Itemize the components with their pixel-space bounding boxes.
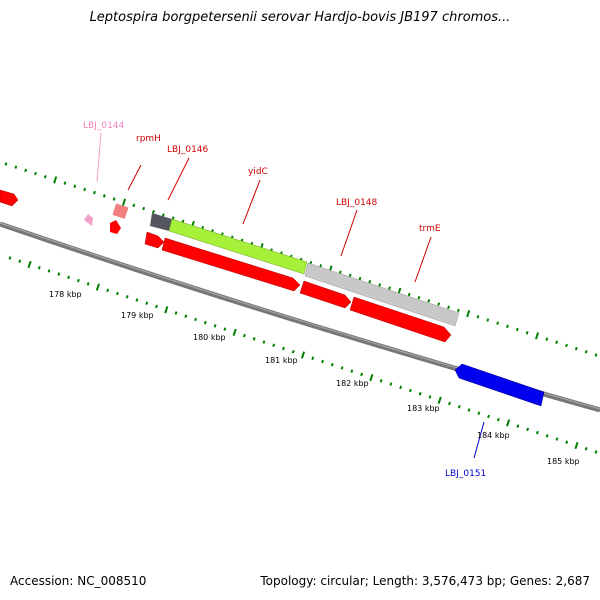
feature-lbj0144[interactable] (84, 214, 93, 226)
label-lbj0151[interactable]: LBJ_0151 (445, 469, 486, 479)
feature-cds-3[interactable] (299, 280, 352, 309)
scale-label: 181 kbp (265, 356, 298, 365)
outer-scale-dots (4, 162, 598, 357)
feature-yidC[interactable] (168, 218, 308, 275)
feature-cds-1[interactable] (144, 231, 165, 249)
feature-cds-4[interactable] (349, 296, 452, 343)
genome-stats-text: Topology: circular; Length: 3,576,473 bp… (260, 574, 590, 588)
scale-label: 182 kbp (336, 379, 369, 388)
label-lbj0144[interactable]: LBJ_0144 (83, 121, 125, 131)
map-title: Leptospira borgpetersenii serovar Hardjo… (89, 10, 511, 25)
scale-label: 179 kbp (121, 311, 154, 320)
label-lbj0146[interactable]: LBJ_0146 (167, 145, 209, 155)
feature-rpmH[interactable] (112, 203, 129, 219)
scale-label: 184 kbp (477, 431, 510, 440)
label-lbj0148[interactable]: LBJ_0148 (336, 198, 378, 208)
scale-label: 183 kbp (407, 404, 440, 413)
feature-lbj0151[interactable] (454, 363, 545, 407)
accession-text: Accession: NC_008510 (10, 574, 147, 588)
label-trmE[interactable]: trmE (419, 224, 441, 234)
feature-lbj0143[interactable] (0, 189, 19, 207)
label-yidC[interactable]: yidC (248, 167, 268, 177)
feature-lbj0146[interactable] (150, 213, 172, 231)
feature-lbj0148[interactable] (304, 262, 460, 327)
feature-cds-2[interactable] (161, 237, 301, 292)
inner-scale-dots (8, 256, 598, 454)
label-rpmH[interactable]: rpmH (136, 134, 161, 144)
feature-red-small[interactable] (110, 220, 121, 234)
scale-label: 180 kbp (193, 333, 226, 342)
scale-label: 178 kbp (49, 290, 82, 299)
scale-label: 185 kbp (547, 457, 580, 466)
